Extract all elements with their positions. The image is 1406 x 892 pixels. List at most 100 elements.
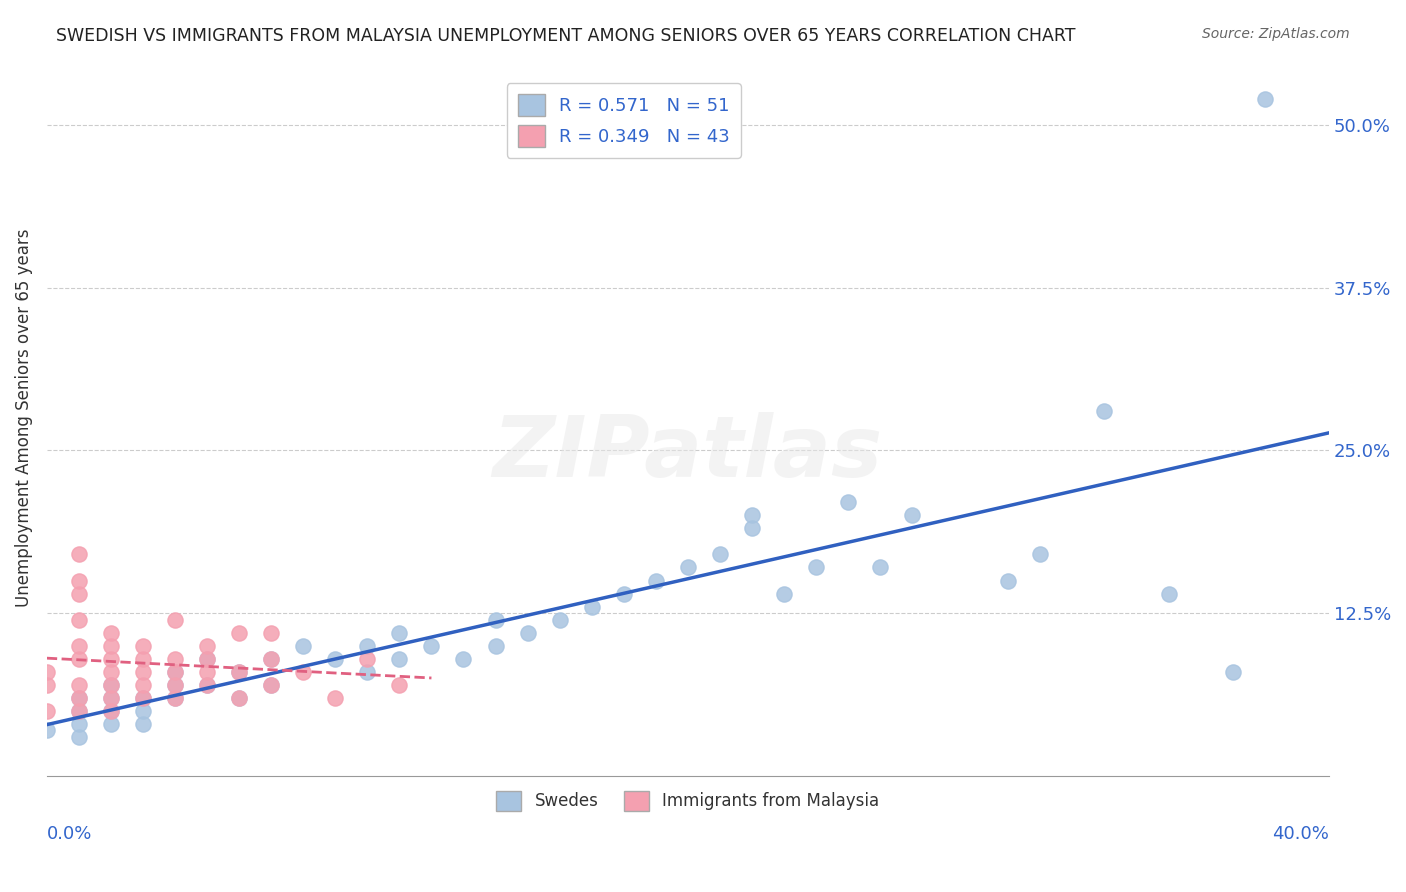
Point: [35, 723, 58, 738]
Point: [165, 651, 187, 665]
Point: [100, 639, 122, 653]
Point: [484, 613, 506, 627]
Point: [195, 678, 218, 692]
Point: [132, 690, 155, 705]
Text: SWEDISH VS IMMIGRANTS FROM MALAYSIA UNEMPLOYMENT AMONG SENIORS OVER 65 YEARS COR: SWEDISH VS IMMIGRANTS FROM MALAYSIA UNEM…: [56, 27, 1076, 45]
Point: [837, 495, 859, 509]
Point: [195, 651, 218, 665]
Point: [67, 586, 90, 600]
Point: [420, 639, 443, 653]
Point: [356, 665, 378, 679]
Point: [228, 665, 250, 679]
Point: [165, 678, 187, 692]
Point: [165, 678, 187, 692]
Point: [35, 665, 58, 679]
Point: [260, 625, 283, 640]
Point: [67, 678, 90, 692]
Point: [67, 574, 90, 588]
Point: [100, 704, 122, 718]
Point: [67, 639, 90, 653]
Point: [132, 665, 155, 679]
Point: [323, 690, 346, 705]
Point: [581, 599, 603, 614]
Point: [100, 665, 122, 679]
Text: ZIPatlas: ZIPatlas: [492, 412, 883, 495]
Point: [67, 690, 90, 705]
Point: [292, 665, 315, 679]
Point: [100, 678, 122, 692]
Point: [35, 678, 58, 692]
Point: [869, 560, 891, 574]
Point: [100, 678, 122, 692]
Point: [67, 704, 90, 718]
Point: [1222, 665, 1244, 679]
Point: [67, 690, 90, 705]
Point: [773, 586, 796, 600]
Point: [165, 690, 187, 705]
Point: [1029, 548, 1052, 562]
Point: [1253, 92, 1275, 106]
Point: [165, 665, 187, 679]
Point: [388, 625, 411, 640]
Point: [67, 613, 90, 627]
Point: [484, 639, 506, 653]
Point: [388, 678, 411, 692]
Point: [67, 548, 90, 562]
Point: [100, 716, 122, 731]
Point: [741, 508, 763, 523]
Point: [132, 716, 155, 731]
Point: [228, 665, 250, 679]
Point: [292, 639, 315, 653]
Point: [67, 716, 90, 731]
Point: [35, 704, 58, 718]
Point: [516, 625, 538, 640]
Text: Source: ZipAtlas.com: Source: ZipAtlas.com: [1202, 27, 1350, 41]
Point: [132, 651, 155, 665]
Point: [195, 651, 218, 665]
Point: [195, 639, 218, 653]
Point: [804, 560, 827, 574]
Point: [228, 625, 250, 640]
Point: [228, 690, 250, 705]
Y-axis label: Unemployment Among Seniors over 65 years: Unemployment Among Seniors over 65 years: [15, 228, 32, 607]
Point: [165, 613, 187, 627]
Point: [100, 651, 122, 665]
Point: [709, 548, 731, 562]
Point: [644, 574, 666, 588]
Point: [132, 690, 155, 705]
Point: [132, 639, 155, 653]
Point: [100, 625, 122, 640]
Point: [260, 651, 283, 665]
Text: 0.0%: 0.0%: [46, 825, 93, 843]
Point: [260, 678, 283, 692]
Point: [388, 651, 411, 665]
Point: [997, 574, 1019, 588]
Point: [356, 651, 378, 665]
Point: [548, 613, 571, 627]
Point: [323, 651, 346, 665]
Point: [260, 651, 283, 665]
Point: [613, 586, 636, 600]
Point: [1094, 404, 1116, 418]
Point: [67, 704, 90, 718]
Point: [195, 678, 218, 692]
Point: [165, 690, 187, 705]
Point: [676, 560, 699, 574]
Point: [356, 639, 378, 653]
Point: [901, 508, 924, 523]
Point: [100, 690, 122, 705]
Point: [741, 521, 763, 535]
Point: [260, 678, 283, 692]
Point: [132, 678, 155, 692]
Point: [67, 730, 90, 744]
Point: [132, 704, 155, 718]
Text: 40.0%: 40.0%: [1272, 825, 1329, 843]
Point: [228, 690, 250, 705]
Point: [100, 704, 122, 718]
Point: [195, 665, 218, 679]
Point: [453, 651, 475, 665]
Legend: Swedes, Immigrants from Malaysia: Swedes, Immigrants from Malaysia: [489, 784, 886, 818]
Point: [67, 651, 90, 665]
Point: [1157, 586, 1180, 600]
Point: [100, 690, 122, 705]
